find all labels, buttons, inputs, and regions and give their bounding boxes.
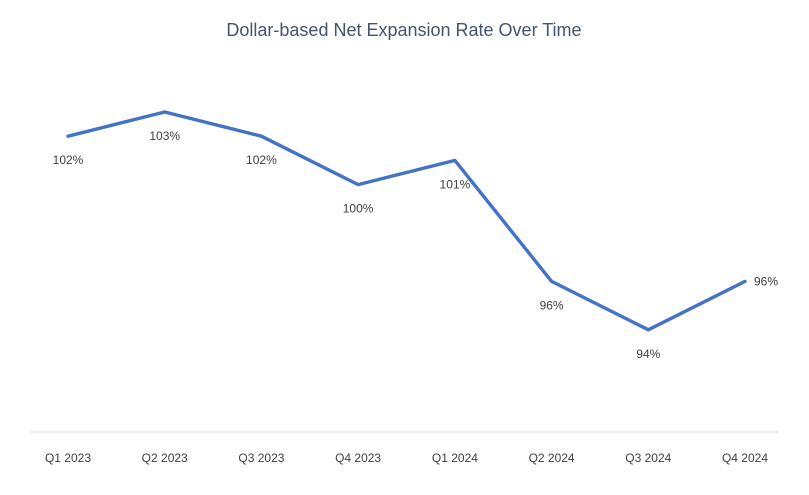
data-label: 100% (343, 202, 374, 216)
data-label: 103% (149, 129, 180, 143)
x-axis-label: Q2 2023 (142, 451, 188, 465)
x-axis-labels-group: Q1 2023 Q2 2023 Q3 2023 Q4 2023 Q1 2024 Q2 20… (45, 451, 768, 465)
x-axis-label: Q1 2024 (432, 451, 478, 465)
x-axis-label: Q4 2024 (722, 451, 768, 465)
line-series (66, 110, 747, 332)
data-label: 96% (754, 274, 778, 288)
chart-title: Dollar-based Net Expansion Rate Over Tim… (226, 20, 581, 40)
x-axis-label: Q2 2024 (529, 451, 575, 465)
data-label: 102% (53, 153, 84, 167)
line-series-group (66, 110, 747, 332)
data-label: 96% (540, 298, 564, 312)
x-axis-label: Q3 2023 (238, 451, 284, 465)
data-labels-group: 102% 103% 102% 100% 101% 96% 94% 96% (53, 129, 779, 361)
data-label: 94% (636, 347, 660, 361)
x-axis-label: Q3 2024 (625, 451, 671, 465)
x-axis-label: Q1 2023 (45, 451, 91, 465)
data-label: 102% (246, 153, 277, 167)
data-label: 101% (440, 177, 471, 191)
x-axis-label: Q4 2023 (335, 451, 381, 465)
